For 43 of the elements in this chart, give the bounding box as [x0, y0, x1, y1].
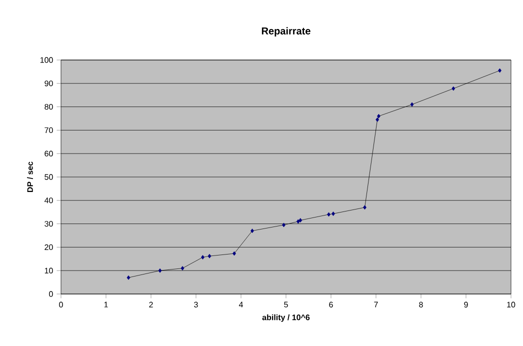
- x-tick-label: 2: [149, 302, 153, 308]
- point: [250, 228, 254, 234]
- point: [232, 251, 236, 256]
- y-tick-label: 20: [44, 244, 53, 250]
- y-tick-label: 60: [44, 150, 53, 156]
- point: [126, 275, 130, 280]
- y-tick-label: 40: [44, 198, 53, 204]
- x-tick-label: 8: [419, 302, 423, 308]
- x-tick-label: 6: [329, 302, 333, 308]
- point: [410, 102, 414, 107]
- y-tick-label: 30: [44, 220, 53, 227]
- x-tick-label: 5: [284, 302, 288, 308]
- x-tick-label: 3: [194, 302, 198, 308]
- point: [298, 218, 302, 222]
- x-tick-label: 1: [104, 302, 108, 308]
- point: [377, 114, 380, 118]
- y-tick-label: 70: [44, 127, 53, 134]
- point: [158, 268, 162, 273]
- x-tick-label: 0: [59, 302, 63, 308]
- point: [452, 86, 456, 91]
- y-axis-title: DP / sec: [27, 162, 33, 192]
- x-tick-label: 7: [374, 302, 378, 308]
- point: [376, 117, 380, 122]
- point: [332, 212, 335, 216]
- point: [498, 68, 502, 73]
- x-axis-title: ability / 10^6: [262, 314, 310, 322]
- point: [296, 219, 300, 224]
- chart-title: Repairrate: [262, 27, 310, 36]
- point: [208, 254, 212, 258]
- point: [201, 255, 204, 260]
- y-tick-label: 100: [40, 57, 53, 63]
- y-tick-label: 50: [44, 174, 53, 180]
- point: [180, 266, 184, 270]
- point: [327, 212, 330, 217]
- point: [363, 205, 366, 210]
- y-tick-label: 80: [44, 104, 53, 110]
- y-tick-label: 10: [44, 268, 53, 274]
- y-tick-label: 90: [44, 80, 53, 86]
- x-tick-label: 4: [238, 302, 243, 308]
- x-tick-label: 10: [507, 302, 516, 308]
- x-tick-label: 9: [464, 302, 468, 308]
- y-tick-label: 0: [49, 291, 53, 297]
- point: [282, 222, 286, 228]
